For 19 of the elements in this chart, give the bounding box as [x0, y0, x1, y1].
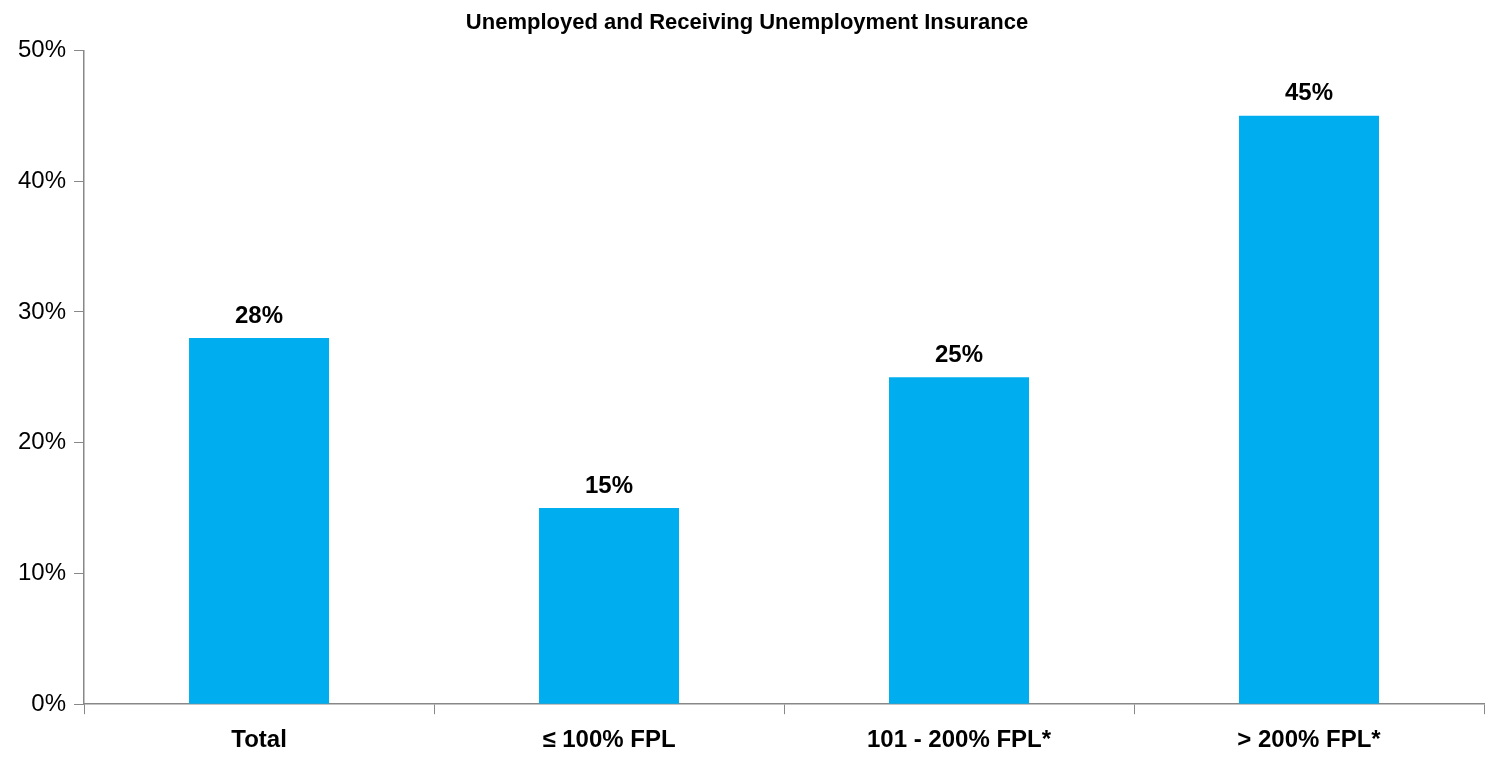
x-tick-label: Total: [231, 725, 287, 753]
y-tick-label: 40%: [17, 165, 67, 193]
y-tick-label: 30%: [17, 296, 67, 324]
data-label: 25%: [934, 339, 984, 367]
x-tick-label: > 200% FPL*: [1237, 725, 1382, 753]
data-label: 45%: [1284, 78, 1334, 106]
chart-title: Unemployed and Receiving Unemployment Insurance: [465, 9, 1029, 35]
bar: [1239, 115, 1379, 704]
y-tick-label: 50%: [17, 35, 67, 63]
x-tick-label: ≤ 100% FPL: [542, 725, 676, 753]
data-label: 28%: [235, 300, 284, 328]
y-tick-label: 20%: [17, 427, 67, 455]
x-tick-label: 101 - 200% FPL*: [866, 725, 1052, 753]
y-tick-label: 0%: [31, 688, 67, 716]
bar: [539, 508, 680, 704]
bar: [189, 338, 330, 704]
data-label: 15%: [585, 470, 634, 498]
bar: [889, 377, 1030, 704]
y-tick-label: 10%: [17, 558, 67, 586]
